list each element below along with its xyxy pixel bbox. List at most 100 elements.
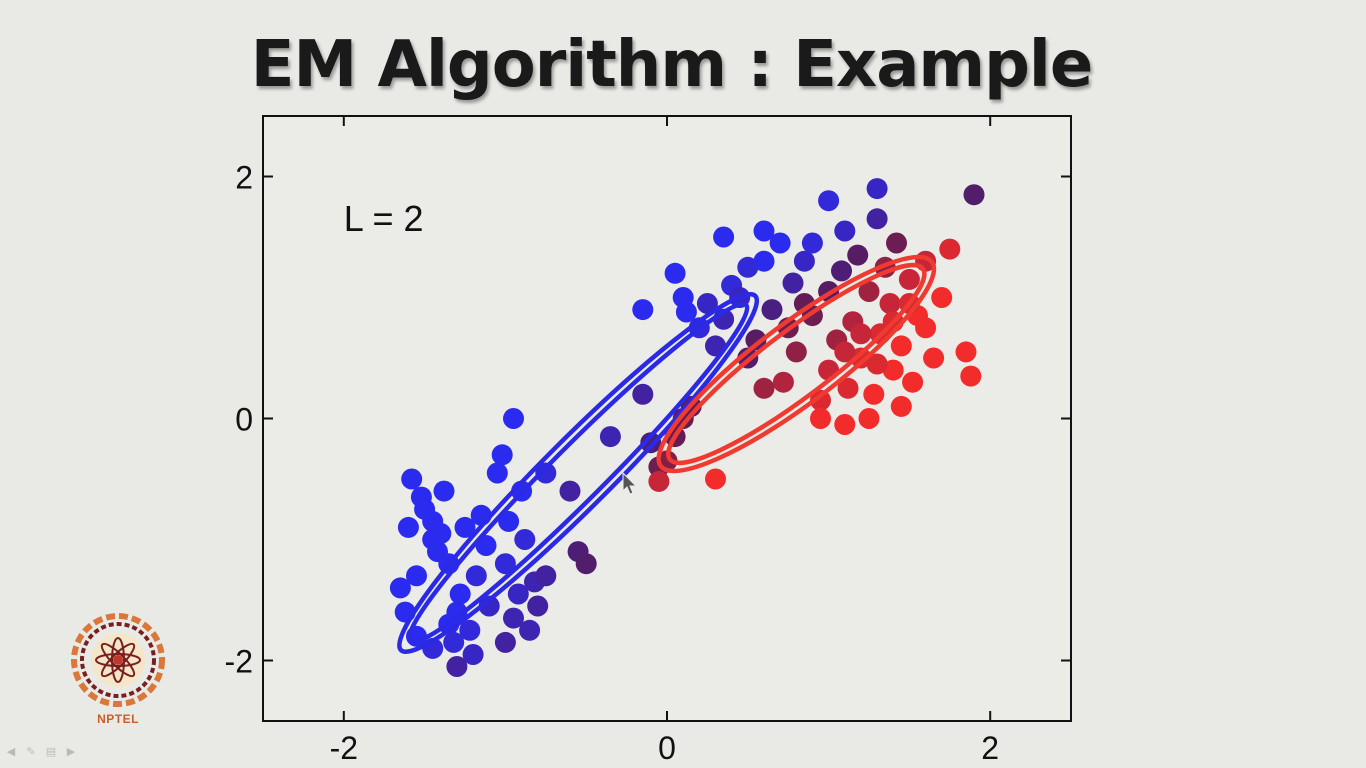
data-point xyxy=(478,595,500,617)
data-point xyxy=(465,565,487,587)
data-point xyxy=(939,238,961,260)
data-point xyxy=(559,480,581,502)
prev-slide-icon[interactable]: ◀ xyxy=(6,745,16,758)
data-point xyxy=(535,462,557,484)
data-point xyxy=(503,408,524,429)
data-point xyxy=(963,184,985,206)
slide-title: EM Algorithm : Example xyxy=(250,28,1093,102)
data-point xyxy=(879,293,901,314)
data-point xyxy=(401,468,423,490)
data-point xyxy=(498,510,520,532)
data-point xyxy=(446,601,468,623)
data-point xyxy=(494,631,516,653)
data-point xyxy=(507,583,529,605)
data-point xyxy=(863,383,885,405)
data-point xyxy=(406,565,427,587)
data-point xyxy=(801,232,823,254)
data-point xyxy=(430,523,452,544)
data-point xyxy=(696,293,718,314)
data-point xyxy=(462,644,484,665)
data-point xyxy=(782,272,804,294)
data-point xyxy=(745,329,767,351)
data-point xyxy=(705,468,726,490)
data-point xyxy=(915,317,937,339)
data-point xyxy=(753,250,775,272)
data-point xyxy=(810,389,831,411)
plot-marks xyxy=(389,178,985,677)
data-point xyxy=(519,619,541,641)
slide-nav-controls: ◀ ✎ ▤ ▶ xyxy=(4,746,78,758)
blue-cluster-ellipse xyxy=(397,292,760,654)
data-point xyxy=(793,293,815,314)
data-point xyxy=(599,426,621,448)
data-point xyxy=(494,553,516,575)
data-point xyxy=(664,262,686,284)
red-cluster-ellipse xyxy=(666,262,927,466)
data-point xyxy=(898,268,920,290)
data-point xyxy=(433,480,455,502)
data-point xyxy=(847,244,869,266)
data-point xyxy=(866,208,888,230)
data-point xyxy=(443,631,465,653)
data-point xyxy=(882,359,904,381)
data-point xyxy=(837,377,859,399)
data-point xyxy=(449,583,471,605)
data-point xyxy=(761,299,783,321)
y-tick-label: 0 xyxy=(235,402,253,438)
data-point xyxy=(850,347,872,369)
data-point xyxy=(850,323,872,345)
data-point xyxy=(527,595,549,617)
data-point xyxy=(902,371,924,393)
data-point xyxy=(514,529,536,550)
data-point xyxy=(834,220,856,242)
data-point xyxy=(955,341,977,363)
x-tick-label: 2 xyxy=(981,730,999,766)
data-point xyxy=(810,408,831,429)
data-point xyxy=(454,516,476,538)
blue-cluster-ellipse xyxy=(406,301,750,645)
data-point xyxy=(397,516,419,538)
data-point xyxy=(772,371,794,393)
data-point xyxy=(858,408,880,429)
data-point xyxy=(960,365,982,387)
data-point xyxy=(632,299,654,321)
data-point xyxy=(737,256,759,278)
data-point xyxy=(834,341,856,363)
data-point xyxy=(535,565,557,587)
data-point xyxy=(923,347,945,369)
x-tick-label: -2 xyxy=(330,730,358,766)
data-point xyxy=(675,301,697,323)
pen-icon[interactable]: ✎ xyxy=(26,745,36,758)
data-point xyxy=(818,190,840,212)
y-tick-label: 2 xyxy=(235,160,253,196)
data-point xyxy=(459,619,481,641)
data-point xyxy=(785,341,807,363)
data-point xyxy=(886,232,907,254)
red-cluster-ellipse xyxy=(656,254,937,474)
data-point xyxy=(793,250,815,272)
nptel-logo: NPTEL xyxy=(66,612,170,732)
mouse-cursor-icon xyxy=(622,472,638,495)
next-slide-icon[interactable]: ▶ xyxy=(66,745,76,758)
data-point xyxy=(486,462,508,484)
nptel-logo-text: NPTEL xyxy=(97,712,139,726)
data-point xyxy=(575,553,597,575)
data-point xyxy=(753,220,775,242)
nptel-logo-icon xyxy=(71,613,165,707)
menu-icon[interactable]: ▤ xyxy=(45,745,57,758)
data-point xyxy=(866,353,888,375)
x-tick-label: 0 xyxy=(658,730,676,766)
data-point xyxy=(446,656,468,677)
data-point xyxy=(858,281,880,302)
data-point xyxy=(769,232,791,254)
data-point xyxy=(831,260,852,282)
data-point xyxy=(890,395,912,417)
data-point xyxy=(866,178,888,200)
data-point xyxy=(632,383,654,405)
data-point xyxy=(753,377,775,399)
data-point xyxy=(713,226,735,248)
chart-annotation: L = 2 xyxy=(344,198,424,239)
y-tick-label: -2 xyxy=(225,644,253,680)
